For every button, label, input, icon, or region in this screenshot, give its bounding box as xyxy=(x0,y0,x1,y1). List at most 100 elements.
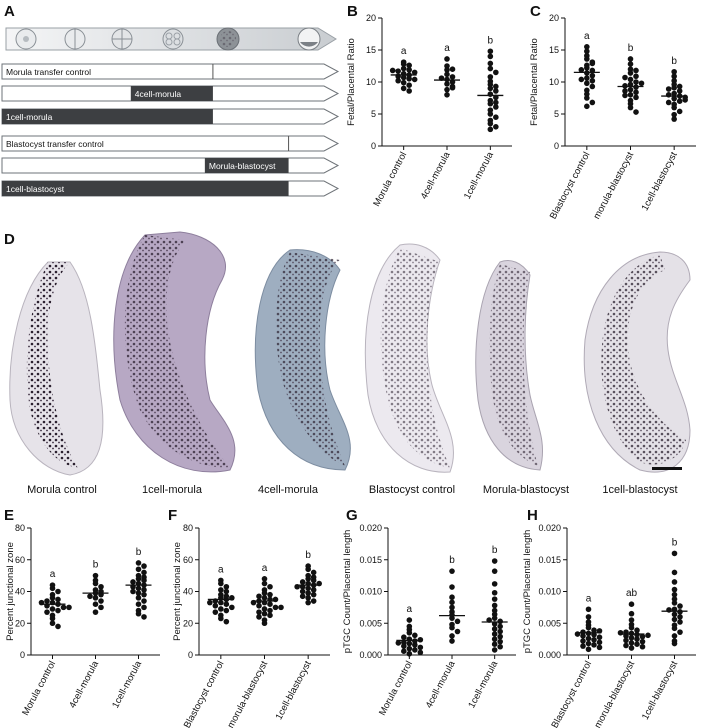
timeline-arrow-0 xyxy=(1,63,340,80)
timeline-arrow-3 xyxy=(1,135,340,152)
data-point-C-1-21 xyxy=(622,92,628,99)
y-axis-label-E: Percent junctional zone xyxy=(5,542,16,641)
data-point-E-0-6 xyxy=(44,598,50,604)
x-tick-label-F-0: Blastocyst control xyxy=(182,659,227,728)
data-point-H-2-13 xyxy=(677,619,683,625)
data-point-C-2-1 xyxy=(671,73,677,80)
data-point-B-2-10 xyxy=(487,91,494,97)
data-point-H-0-18 xyxy=(596,644,603,651)
data-point-C-1-10 xyxy=(633,89,639,96)
data-point-E-2-6 xyxy=(135,576,142,582)
data-point-H-2-3 xyxy=(671,586,678,593)
data-point-B-2-22 xyxy=(493,83,499,90)
data-point-H-2-19 xyxy=(671,640,678,647)
data-point-H-2-12 xyxy=(671,616,678,623)
y-tick-label-F-1: 20 xyxy=(183,618,193,628)
timeline-bar-fill-2 xyxy=(2,109,213,124)
data-point-F-2-15 xyxy=(310,591,317,598)
data-point-C-1-0 xyxy=(627,56,634,62)
transfer-timeline: Morula transfer control 4cell-morula 1cell… xyxy=(1,63,340,197)
data-point-C-1-14 xyxy=(627,100,634,107)
timeline-bar-label-2: 1cell-morula xyxy=(6,112,53,122)
tissue-label-0: Morula control xyxy=(27,484,97,496)
tissue-label-5: 1cell-blastocyst xyxy=(602,484,677,496)
data-point-B-1-7 xyxy=(444,81,450,87)
data-point-B-0-1 xyxy=(400,61,407,67)
data-point-C-1-19 xyxy=(622,74,628,81)
y-tick-label-E-1: 20 xyxy=(15,618,25,628)
data-point-G-1-2 xyxy=(449,594,455,601)
data-point-G-1-1 xyxy=(449,584,455,590)
y-tick-label-E-0: 0 xyxy=(20,650,25,660)
tissue-4cell-morula-image xyxy=(254,249,351,471)
data-point-B-2-15 xyxy=(487,107,494,113)
data-point-H-0-13 xyxy=(580,638,586,644)
tissue-label-1: 1cell-morula xyxy=(142,484,203,496)
data-point-G-0-3 xyxy=(406,629,413,636)
data-point-G-0-18 xyxy=(395,640,402,646)
data-point-C-2-8 xyxy=(671,95,677,102)
data-point-B-0-6 xyxy=(411,69,418,76)
data-point-H-1-16 xyxy=(634,641,640,648)
embryo-4cell-icon xyxy=(111,28,133,50)
data-point-G-1-4 xyxy=(449,604,455,611)
data-point-H-1-10 xyxy=(639,633,646,640)
panel-label-b: B xyxy=(347,3,358,20)
data-point-C-1-11 xyxy=(627,92,634,98)
data-point-C-0-1 xyxy=(584,48,590,55)
data-point-H-0-0 xyxy=(585,606,592,613)
data-point-G-1-0 xyxy=(449,568,455,574)
data-point-B-2-23 xyxy=(493,99,499,106)
data-point-H-1-11 xyxy=(628,635,635,641)
data-point-E-1-0 xyxy=(92,572,99,579)
data-point-G-2-0 xyxy=(491,558,498,564)
data-point-B-2-1 xyxy=(487,53,494,60)
data-point-C-0-6 xyxy=(584,65,590,71)
data-point-G-2-11 xyxy=(497,623,503,630)
y-tick-label-C-3: 15 xyxy=(549,45,559,55)
data-point-G-0-11 xyxy=(401,643,407,649)
x-tick-label-H-1: morula-blastocyst xyxy=(592,659,637,728)
timeline-bar-label-0: Morula transfer control xyxy=(6,67,91,77)
y-tick-label-B-2: 10 xyxy=(366,77,376,87)
y-axis-label-F: Percent junctional zone xyxy=(172,542,183,641)
data-point-C-1-6 xyxy=(633,79,639,85)
timeline-bar-label-5: 1cell-blastocyst xyxy=(6,184,65,194)
embryo-morula-icon xyxy=(216,27,240,51)
significance-letter-H-2: b xyxy=(672,537,678,548)
data-point-G-1-11 xyxy=(454,628,461,635)
data-point-C-2-2 xyxy=(671,77,677,84)
data-point-B-2-14 xyxy=(493,104,499,110)
data-point-F-1-19 xyxy=(256,614,262,620)
significance-letter-B-2: b xyxy=(488,35,494,46)
data-point-F-0-19 xyxy=(223,618,230,625)
data-point-B-0-14 xyxy=(406,82,412,88)
data-point-E-0-13 xyxy=(44,609,50,615)
x-tick-label-G-2: 1cell-morula xyxy=(466,659,500,710)
significance-letter-E-1: b xyxy=(93,560,99,571)
y-tick-label-F-2: 40 xyxy=(183,587,193,597)
data-point-F-1-13 xyxy=(272,604,279,611)
y-tick-label-E-2: 40 xyxy=(15,587,25,597)
data-point-G-1-13 xyxy=(449,638,455,644)
data-point-H-2-7 xyxy=(677,603,683,609)
data-point-C-1-3 xyxy=(627,70,634,76)
data-point-E-2-3 xyxy=(141,569,147,576)
data-point-H-0-19 xyxy=(585,646,592,653)
y-axis-label-G: pTGC Count/Placental length xyxy=(342,530,353,654)
data-point-E-2-1 xyxy=(141,563,147,569)
data-point-C-2-11 xyxy=(671,104,677,111)
data-point-E-2-0 xyxy=(135,560,142,566)
data-point-F-2-11 xyxy=(305,585,311,592)
timeline-bar-fill-4 xyxy=(204,158,289,173)
significance-letter-H-1: ab xyxy=(626,588,638,599)
data-point-F-2-19 xyxy=(305,599,311,606)
data-point-B-0-10 xyxy=(400,74,407,81)
panel-label-c: C xyxy=(530,3,541,20)
data-point-F-0-2 xyxy=(223,583,230,590)
data-point-F-1-1 xyxy=(261,580,268,587)
data-point-C-1-2 xyxy=(627,66,634,72)
data-point-E-0-12 xyxy=(55,607,61,614)
data-point-C-1-1 xyxy=(627,61,634,67)
data-point-C-0-10 xyxy=(584,75,590,81)
